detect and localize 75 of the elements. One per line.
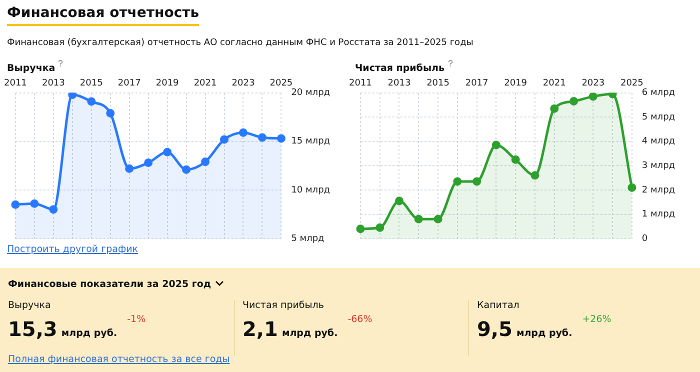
point	[570, 97, 578, 106]
point	[68, 92, 77, 99]
point	[201, 158, 210, 166]
x-tick-label: 2023	[582, 78, 605, 89]
point	[394, 196, 404, 206]
text: 9,5	[477, 317, 512, 341]
point	[414, 214, 423, 224]
y-tick-label: 6 млрд	[642, 88, 676, 98]
point	[453, 177, 462, 186]
chart-title: Выручка	[7, 62, 56, 74]
x-tick-label: 2021	[194, 78, 217, 89]
x-tick-label: 2023	[232, 78, 255, 89]
point	[258, 133, 266, 142]
point	[550, 104, 559, 113]
y-tick-label: 4 млрд	[642, 136, 676, 147]
y-tick-label: 20 млрд	[291, 88, 330, 98]
point	[144, 158, 153, 168]
text: млрд руб.	[516, 328, 572, 339]
point	[492, 140, 500, 150]
text: Построить другой график	[7, 244, 138, 255]
x-tick-label: 2011	[349, 78, 372, 89]
y-tick-label: 0	[642, 234, 648, 244]
x-tick-label: 2013	[42, 78, 65, 89]
x-tick-label: 2019	[504, 78, 528, 89]
y-tick-label: 5 млрд	[291, 234, 324, 244]
point	[220, 135, 229, 144]
point	[106, 108, 115, 118]
x-tick-label: 2025	[620, 78, 644, 89]
x-tick-label: 2017	[465, 78, 488, 89]
text: -66%	[348, 314, 372, 325]
point	[511, 155, 520, 164]
point	[276, 134, 286, 143]
x-tick-label: 2013	[388, 78, 411, 89]
y-tick-label: 5 млрд	[642, 112, 676, 122]
text: Финансовая отчетность	[7, 5, 200, 26]
x-tick-label: 2015	[426, 78, 450, 89]
text: 2,1	[242, 317, 278, 341]
point	[49, 205, 58, 214]
point	[11, 200, 20, 209]
point	[628, 183, 636, 192]
point	[376, 223, 384, 232]
text: Финансовые показатели за 2025 год	[8, 279, 212, 290]
x-tick-label: 2025	[270, 78, 293, 89]
category-label: Чистая прибыль	[242, 300, 325, 311]
y-tick-label: 2 млрд	[642, 185, 676, 196]
point	[87, 97, 96, 106]
x-tick-label: 2019	[156, 78, 180, 89]
point	[182, 165, 191, 174]
x-tick-label: 2011	[4, 78, 27, 89]
point	[472, 177, 482, 186]
text: -1%	[127, 314, 146, 325]
y-tick-label: 1 млрд	[642, 210, 676, 220]
y-tick-label: 10 млрд	[291, 185, 330, 196]
x-tick-label: 2015	[80, 78, 103, 89]
text: млрд руб.	[282, 328, 338, 339]
y-tick-label: 15 млрд	[291, 136, 330, 147]
point	[530, 171, 540, 180]
point	[588, 92, 598, 101]
text: Финансовая (бухгалтерская) отчетность АО согласно данным ФНС и Росстата за 2011–2025 годы	[7, 38, 474, 48]
text: 15,3	[8, 317, 58, 341]
y-tick-label: 3 млрд	[642, 161, 676, 172]
point	[434, 214, 442, 224]
chart-title: Чистая прибыль	[355, 62, 446, 74]
point	[30, 199, 39, 208]
x-tick-label: 2021	[542, 78, 566, 89]
point	[238, 128, 248, 137]
point	[356, 224, 365, 234]
text: млрд руб.	[61, 328, 118, 339]
x-tick-label: 2017	[118, 78, 141, 89]
point	[163, 148, 172, 156]
text: +26%	[582, 314, 612, 325]
category-label: Капитал	[477, 300, 520, 311]
text: Полная финансовая отчетность за все годы	[8, 354, 230, 365]
category-label: Выручка	[8, 300, 52, 311]
point	[125, 164, 134, 173]
